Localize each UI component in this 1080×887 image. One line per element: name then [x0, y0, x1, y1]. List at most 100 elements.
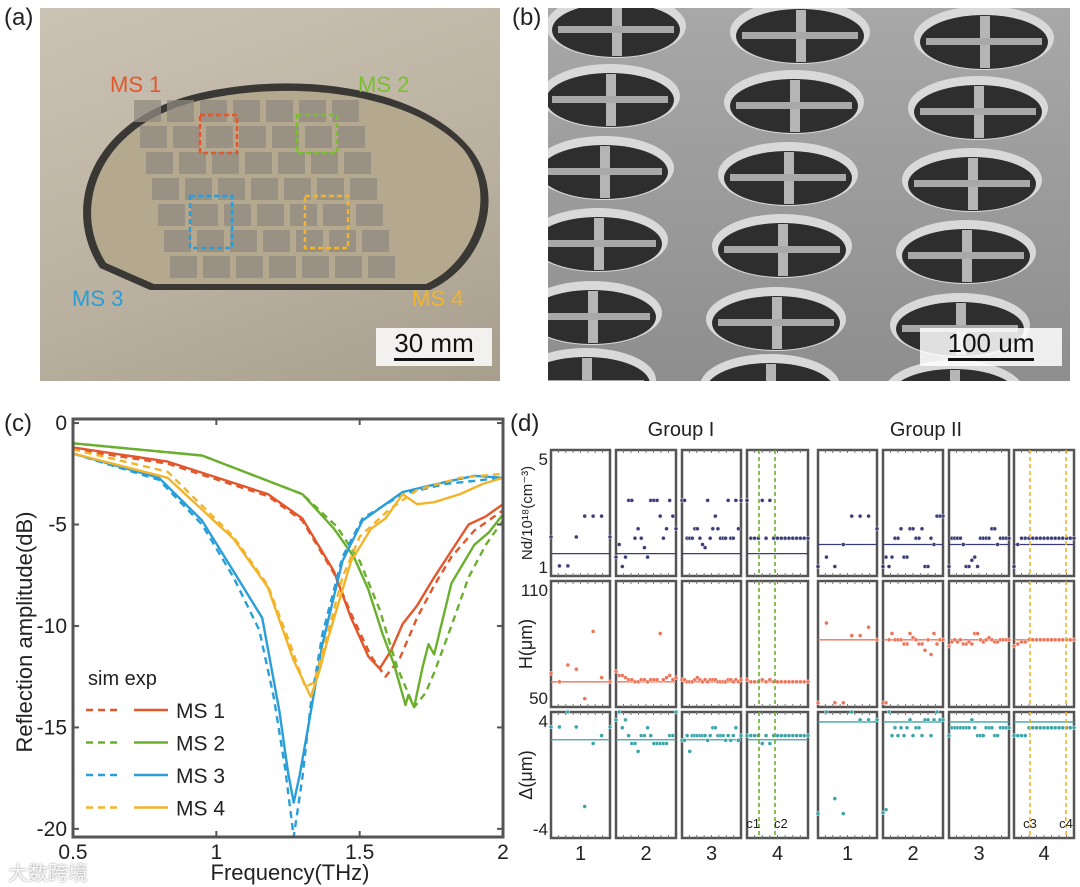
- data-point: [907, 717, 913, 723]
- die: [263, 230, 290, 252]
- data-point: [782, 535, 788, 541]
- data-point: [934, 709, 940, 715]
- x-tick-label: 1.5: [345, 841, 374, 864]
- sem-hole: [548, 64, 680, 128]
- column-label: 3: [706, 843, 717, 865]
- data-point: [995, 542, 1000, 547]
- reflection-chart: 0.5 1 1.5 2 0 -5 -10 -15 -20 Frequency(THz) Refl…: [12, 412, 509, 885]
- data-point: [1053, 637, 1058, 643]
- subplot-frame: [1012, 579, 1076, 709]
- data-point: [613, 717, 619, 723]
- y-tick-label: 4: [539, 712, 548, 731]
- wafer-photo: MS 1 MS 2 MS 3 MS 4 30 mm: [40, 8, 500, 381]
- data-point: [700, 542, 705, 547]
- data-point: [1041, 637, 1047, 643]
- series-ms4-exp: [73, 452, 503, 699]
- data-point: [969, 717, 975, 723]
- data-point: [898, 526, 904, 531]
- die: [218, 178, 245, 200]
- ms4-label: MS 4: [412, 286, 464, 311]
- subplot-frame: [881, 710, 945, 840]
- die: [296, 230, 323, 252]
- data-point: [738, 498, 744, 503]
- subplot-frame: [1012, 448, 1076, 578]
- data-point: [849, 709, 854, 715]
- data-point: [866, 513, 871, 519]
- ms2-outline: [295, 113, 339, 155]
- subplot-g1-c4-nd: [744, 448, 811, 578]
- column-label: 2: [640, 843, 651, 865]
- data-point: [928, 733, 934, 738]
- data-point: [574, 667, 579, 672]
- subplot-frame: [816, 448, 879, 578]
- data-point: [620, 673, 625, 678]
- data-point: [958, 637, 963, 643]
- subplot-frame: [614, 579, 678, 709]
- data-point: [874, 717, 880, 723]
- data-point: [824, 620, 829, 626]
- data-point: [738, 733, 744, 738]
- data-point: [639, 535, 644, 541]
- data-point: [889, 733, 895, 738]
- sem-hole: [896, 220, 1036, 284]
- die: [212, 152, 239, 174]
- data-point: [898, 637, 904, 643]
- parameter-scatter-grid: Group I Group II51Nd/10¹⁸(cm⁻³)11050H(μm)…: [516, 419, 1077, 865]
- subplot-frame: [549, 579, 612, 709]
- data-point: [623, 675, 628, 680]
- subplot-g1-c4-delta: [744, 710, 811, 840]
- die: [299, 100, 326, 122]
- data-point: [1038, 725, 1043, 730]
- subplot-g1-c4-h: [744, 579, 811, 709]
- subplot-g2-c2-delta: [880, 709, 946, 840]
- data-point: [1006, 535, 1012, 541]
- die: [332, 100, 359, 122]
- data-point: [715, 526, 721, 531]
- data-point: [969, 641, 975, 647]
- die: [311, 152, 338, 174]
- data-point: [731, 733, 736, 738]
- data-point: [798, 679, 803, 684]
- data-point: [582, 696, 587, 701]
- data-point: [775, 679, 780, 684]
- series-ms1-exp: [73, 446, 503, 670]
- data-point: [857, 633, 863, 638]
- data-point: [775, 535, 780, 541]
- data-point: [849, 513, 854, 519]
- data-point: [1019, 535, 1024, 541]
- sem-hole: [548, 281, 662, 345]
- data-point: [760, 498, 765, 503]
- sem-hole: [548, 136, 674, 200]
- data-point: [673, 709, 679, 715]
- data-point: [934, 641, 940, 647]
- subplot-frame: [947, 579, 1011, 709]
- die: [251, 178, 278, 200]
- sem-hole: [914, 8, 1054, 70]
- data-point: [975, 564, 980, 569]
- data-point: [916, 725, 922, 730]
- data-point: [779, 733, 784, 738]
- die: [158, 204, 185, 226]
- die: [191, 204, 218, 226]
- data-point: [1030, 725, 1035, 730]
- data-point: [1034, 725, 1039, 730]
- data-point: [794, 535, 799, 541]
- subplot-frame: [680, 710, 743, 840]
- data-point: [1068, 535, 1073, 541]
- x-tick-label: 2: [497, 841, 509, 864]
- data-point: [616, 709, 622, 715]
- panel-d-label: (d): [510, 410, 540, 437]
- die: [203, 256, 230, 278]
- die: [185, 178, 212, 200]
- data-point: [607, 679, 613, 684]
- panel-c-label: (c): [4, 410, 32, 437]
- data-point: [1071, 637, 1077, 643]
- data-point: [708, 535, 713, 541]
- data-point: [1011, 643, 1017, 649]
- data-point: [972, 554, 977, 560]
- data-point: [946, 733, 952, 738]
- sem-hole: [908, 76, 1048, 140]
- data-point: [632, 535, 638, 541]
- data-point: [1060, 725, 1065, 730]
- data-point: [767, 677, 773, 682]
